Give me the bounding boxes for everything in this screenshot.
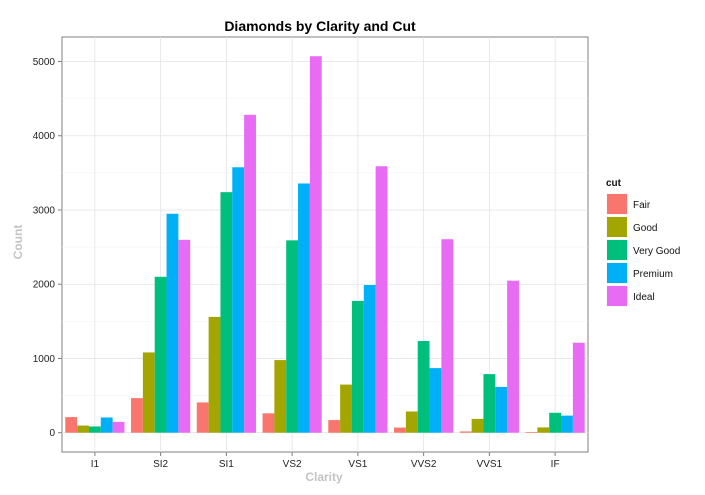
bar bbox=[274, 360, 287, 433]
bar bbox=[572, 342, 585, 433]
legend: cut Fair Good Very Good Premium Ideal bbox=[605, 178, 680, 308]
y-axis: 0 1000 2000 3000 4000 5000 bbox=[33, 57, 62, 439]
bar bbox=[537, 427, 550, 433]
bar bbox=[220, 192, 233, 433]
bar bbox=[328, 420, 341, 433]
bar bbox=[525, 432, 538, 433]
chart-title: Diamonds by Clarity and Cut bbox=[224, 18, 416, 34]
legend-label: Good bbox=[633, 223, 657, 234]
y-tick-label: 5000 bbox=[33, 57, 56, 68]
bar bbox=[298, 183, 310, 433]
bar bbox=[507, 280, 519, 433]
bar bbox=[441, 239, 454, 433]
bar bbox=[65, 417, 78, 433]
y-tick-label: 1000 bbox=[33, 354, 56, 365]
x-tick-label: VVS2 bbox=[411, 459, 437, 470]
x-tick-label: SI2 bbox=[153, 459, 168, 470]
x-tick-label: I1 bbox=[91, 459, 100, 470]
legend-swatch bbox=[607, 286, 627, 306]
bar bbox=[88, 426, 101, 433]
bar bbox=[394, 427, 406, 433]
legend-swatch bbox=[607, 217, 627, 237]
bar bbox=[112, 421, 125, 433]
bar bbox=[459, 431, 472, 433]
bar bbox=[232, 167, 245, 433]
bar bbox=[561, 415, 573, 433]
bar bbox=[549, 412, 562, 433]
bar bbox=[77, 425, 89, 433]
y-tick-label: 0 bbox=[49, 428, 55, 439]
legend-label: Premium bbox=[633, 269, 673, 280]
bar bbox=[375, 166, 388, 433]
bar bbox=[154, 276, 167, 433]
bar bbox=[429, 368, 442, 433]
x-tick-label: VVS1 bbox=[477, 459, 503, 470]
bar bbox=[100, 417, 113, 433]
bar bbox=[178, 239, 191, 433]
legend-label: Ideal bbox=[633, 292, 655, 303]
y-tick-label: 4000 bbox=[33, 131, 56, 142]
bar bbox=[351, 300, 364, 433]
x-tick-label: VS1 bbox=[348, 459, 367, 470]
x-axis: I1 SI2 SI1 VS2 VS1 VVS2 VVS1 IF bbox=[91, 452, 560, 470]
bar bbox=[142, 352, 155, 433]
bar bbox=[131, 398, 143, 433]
y-tick-label: 2000 bbox=[33, 280, 56, 291]
y-tick-label: 3000 bbox=[33, 205, 56, 216]
bar bbox=[405, 411, 418, 433]
legend-label: Very Good bbox=[633, 246, 680, 257]
bar bbox=[340, 384, 352, 433]
plot-panel bbox=[61, 36, 589, 453]
bar bbox=[286, 240, 299, 433]
legend-swatch bbox=[607, 240, 627, 260]
bar bbox=[196, 402, 209, 433]
bar bbox=[495, 386, 508, 433]
x-tick-label: SI1 bbox=[219, 459, 234, 470]
legend-swatch bbox=[607, 263, 627, 283]
bar bbox=[166, 213, 179, 433]
bar bbox=[208, 316, 221, 433]
bar bbox=[417, 341, 430, 433]
bar bbox=[262, 413, 275, 433]
y-axis-title: Count bbox=[11, 225, 25, 260]
legend-swatch bbox=[607, 194, 627, 214]
bar bbox=[309, 56, 322, 433]
legend-label: Fair bbox=[633, 200, 651, 211]
x-tick-label: IF bbox=[551, 459, 560, 470]
x-tick-label: VS2 bbox=[283, 459, 302, 470]
bar bbox=[244, 114, 256, 433]
bar bbox=[363, 285, 376, 433]
bar bbox=[483, 374, 496, 433]
legend-title: cut bbox=[606, 178, 622, 189]
bar bbox=[471, 418, 484, 433]
x-axis-title: Clarity bbox=[305, 470, 343, 484]
